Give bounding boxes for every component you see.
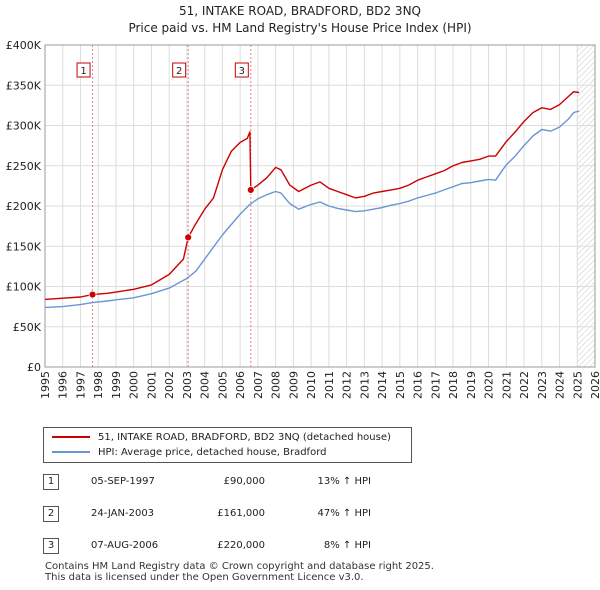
sale-hpi-diff: 47% ↑ HPI <box>317 508 371 519</box>
y-tick-label: £350K <box>6 79 42 92</box>
x-tick-label: 2008 <box>270 371 283 399</box>
sale-label-text: 2 <box>176 66 182 77</box>
y-tick-label: £150K <box>6 240 42 253</box>
chart-legend: 51, INTAKE ROAD, BRADFORD, BD2 3NQ (deta… <box>43 427 412 463</box>
x-tick-label: 1999 <box>110 371 123 399</box>
x-tick-label: 2016 <box>412 371 425 399</box>
x-tick-label: 2025 <box>571 371 584 399</box>
y-tick-label: £0 <box>27 361 41 374</box>
sale-row: 2 24-JAN-2003 £161,000 47% ↑ HPI <box>43 506 403 522</box>
y-tick-label: £200K <box>6 200 42 213</box>
x-tick-label: 2004 <box>199 371 212 399</box>
legend-swatch-hpi <box>52 451 90 453</box>
x-tick-label: 2013 <box>358 371 371 399</box>
chart-title-line1: 51, INTAKE ROAD, BRADFORD, BD2 3NQ <box>178 4 421 18</box>
x-tick-label: 2005 <box>216 371 229 399</box>
x-tick-label: 2019 <box>465 371 478 399</box>
x-tick-label: 2020 <box>483 371 496 399</box>
chart-title-line2: Price paid vs. HM Land Registry's House … <box>128 21 472 35</box>
x-tick-label: 2001 <box>145 371 158 399</box>
x-tick-label: 1996 <box>57 371 70 399</box>
sale-marker-box: 3 <box>43 538 59 554</box>
sale-date: 24-JAN-2003 <box>91 508 155 519</box>
sale-price: £90,000 <box>223 476 265 487</box>
x-tick-label: 2021 <box>500 371 513 399</box>
hpi-series-line <box>44 110 580 309</box>
footer-line1: Contains HM Land Registry data © Crown c… <box>45 561 434 572</box>
x-tick-label: 1997 <box>74 371 87 399</box>
y-tick-label: £250K <box>6 160 42 173</box>
x-tick-label: 2017 <box>429 371 442 399</box>
sale-marker-box: 1 <box>43 474 59 490</box>
x-tick-label: 2011 <box>323 371 336 399</box>
y-tick-label: £300K <box>6 120 42 133</box>
sale-point <box>184 233 193 242</box>
sale-point <box>88 290 97 299</box>
sale-date: 07-AUG-2006 <box>91 540 159 551</box>
legend-label-property: 51, INTAKE ROAD, BRADFORD, BD2 3NQ (deta… <box>98 432 391 443</box>
x-tick-label: 2006 <box>234 371 247 399</box>
sale-hpi-diff: 8% ↑ HPI <box>323 540 371 551</box>
plot-border <box>44 44 596 368</box>
x-tick-label: 2010 <box>305 371 318 399</box>
x-tick-label: 2015 <box>394 371 407 399</box>
x-tick-label: 2012 <box>341 371 354 399</box>
x-tick-label: 2009 <box>287 371 300 399</box>
x-tick-label: 1995 <box>39 371 52 399</box>
chart-title: 51, INTAKE ROAD, BRADFORD, BD2 3NQ Price… <box>0 3 600 37</box>
y-tick-label: £100K <box>6 281 42 294</box>
sale-hpi-diff: 13% ↑ HPI <box>317 476 371 487</box>
property-series-line <box>44 91 580 301</box>
sale-label-box <box>172 62 187 78</box>
legend-label-hpi: HPI: Average price, detached house, Brad… <box>98 447 327 458</box>
legend-item-property: 51, INTAKE ROAD, BRADFORD, BD2 3NQ (deta… <box>52 431 391 445</box>
x-tick-label: 2002 <box>163 371 176 399</box>
x-tick-label: 2022 <box>518 371 531 399</box>
sale-label-box <box>234 62 249 78</box>
footer-attribution: Contains HM Land Registry data © Crown c… <box>45 561 434 583</box>
x-tick-label: 2023 <box>536 371 549 399</box>
x-tick-label: 2007 <box>252 371 265 399</box>
sale-row: 3 07-AUG-2006 £220,000 8% ↑ HPI <box>43 538 403 554</box>
sale-marker-box: 2 <box>43 506 59 522</box>
sale-date: 05-SEP-1997 <box>91 476 155 487</box>
sale-label-box <box>76 62 91 78</box>
sale-row: 1 05-SEP-1997 £90,000 13% ↑ HPI <box>43 474 403 490</box>
y-tick-label: £400K <box>6 39 42 52</box>
x-tick-label: 2000 <box>128 371 141 399</box>
sale-label-text: 3 <box>239 66 245 77</box>
x-tick-label: 1998 <box>92 371 105 399</box>
footer-line2: This data is licensed under the Open Gov… <box>45 572 364 583</box>
x-tick-label: 2003 <box>181 371 194 399</box>
x-tick-label: 2026 <box>589 371 600 399</box>
y-tick-label: £50K <box>13 321 42 334</box>
price-chart: £0 £50K £100K £150K £200K £250K £300K £350K £400… <box>6 39 600 399</box>
x-tick-label: 2014 <box>376 371 389 399</box>
legend-swatch-property <box>52 436 90 438</box>
x-tick-label: 2018 <box>447 371 460 399</box>
sale-point <box>246 185 255 194</box>
sale-price: £220,000 <box>217 540 265 551</box>
sale-label-text: 1 <box>80 66 86 77</box>
legend-item-hpi: HPI: Average price, detached house, Brad… <box>52 446 326 460</box>
sale-price: £161,000 <box>217 508 265 519</box>
x-tick-label: 2024 <box>554 371 567 399</box>
